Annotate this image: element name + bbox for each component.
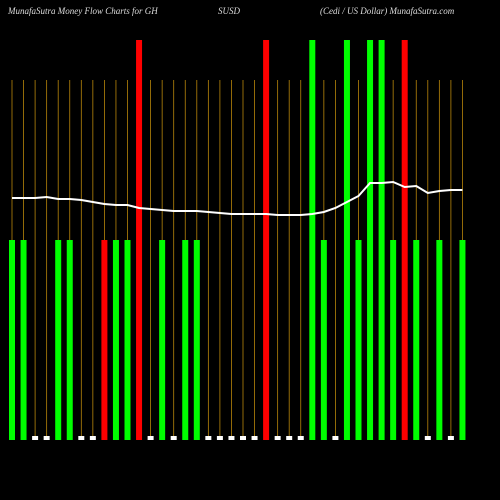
bar [367, 40, 374, 440]
bar [447, 436, 454, 440]
bar [459, 240, 466, 440]
bar [78, 436, 85, 440]
bar [240, 436, 246, 440]
bar [297, 436, 304, 440]
bar [355, 240, 362, 440]
bar [343, 40, 350, 440]
bar [216, 436, 223, 440]
bar [170, 436, 177, 440]
bar [263, 40, 270, 440]
bar [43, 436, 50, 440]
bar [89, 436, 96, 440]
bar [112, 240, 119, 440]
bar [136, 40, 143, 440]
bar [309, 40, 316, 440]
chart-title: (Cedi / US Dollar) MunafaSutra.com [320, 6, 455, 16]
chart-title: MunafaSutra Money Flow Charts for GH [7, 6, 158, 16]
bar [413, 240, 420, 440]
bar [274, 436, 281, 440]
bar [193, 240, 200, 440]
bar [332, 436, 339, 440]
bar [66, 240, 73, 440]
bar [390, 240, 397, 440]
chart-title: SUSD [218, 6, 240, 16]
bar [159, 240, 166, 440]
bar [147, 436, 154, 440]
bar [32, 436, 39, 440]
bar [205, 436, 212, 440]
bar [320, 240, 327, 440]
bar [378, 40, 385, 440]
bar [286, 436, 293, 440]
bar [9, 240, 15, 440]
bar [251, 436, 258, 440]
line [12, 180, 463, 216]
bar [424, 436, 431, 440]
bar [101, 240, 108, 440]
bar [228, 436, 235, 440]
bar [182, 240, 189, 440]
bar [436, 240, 443, 440]
bar [20, 240, 27, 440]
bar [401, 40, 408, 440]
bar [55, 240, 62, 440]
bar [124, 240, 131, 440]
